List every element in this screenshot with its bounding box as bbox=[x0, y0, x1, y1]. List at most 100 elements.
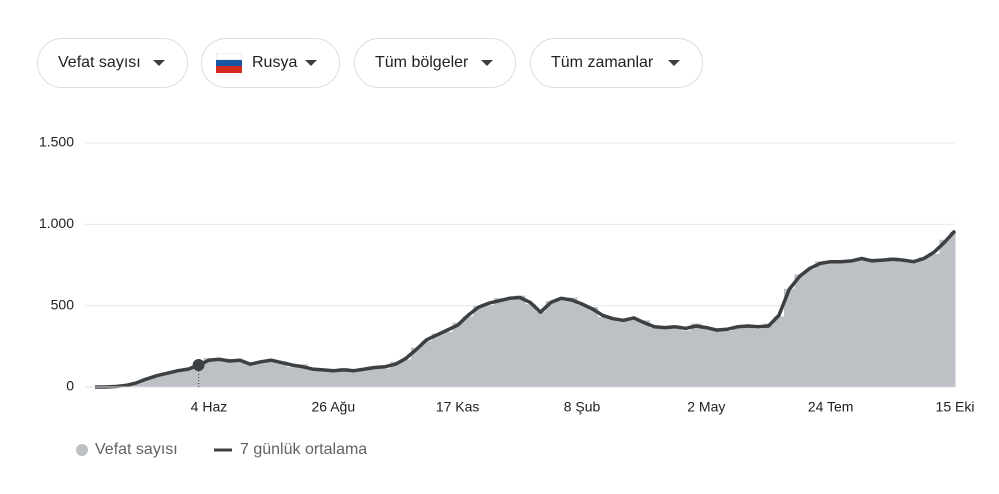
y-tick-label: 500 bbox=[51, 296, 75, 312]
bar bbox=[141, 378, 153, 387]
bar bbox=[421, 340, 433, 387]
bar bbox=[628, 319, 640, 387]
bar bbox=[442, 332, 453, 387]
bar bbox=[255, 362, 267, 387]
x-tick-label: 26 Ağu bbox=[312, 399, 356, 415]
bar bbox=[224, 359, 236, 387]
bar bbox=[587, 306, 599, 387]
bar bbox=[701, 328, 713, 387]
bar bbox=[162, 372, 174, 387]
bar bbox=[462, 316, 474, 387]
bar bbox=[307, 370, 319, 387]
bar bbox=[618, 319, 630, 387]
legend-label: Vefat sayısı bbox=[95, 441, 178, 458]
bar bbox=[939, 239, 951, 387]
bar bbox=[328, 371, 339, 387]
bar bbox=[949, 231, 956, 387]
bar bbox=[887, 257, 899, 387]
region-filter[interactable]: Tüm bölgeler bbox=[354, 38, 516, 88]
bar bbox=[649, 327, 661, 387]
caret bbox=[305, 60, 317, 66]
bar bbox=[670, 325, 681, 387]
bar bbox=[411, 347, 422, 387]
bar bbox=[276, 361, 288, 387]
bar bbox=[866, 258, 878, 387]
bar bbox=[379, 368, 391, 387]
bar bbox=[763, 323, 775, 387]
bar bbox=[431, 333, 443, 387]
bar bbox=[659, 326, 671, 387]
bar bbox=[846, 259, 858, 387]
bar bbox=[680, 330, 692, 387]
bar bbox=[514, 295, 526, 387]
bar bbox=[348, 371, 360, 387]
hover-dot bbox=[192, 359, 205, 372]
bar bbox=[825, 263, 837, 387]
country-filter[interactable]: Rusya bbox=[201, 38, 340, 88]
bar bbox=[120, 385, 132, 387]
bar bbox=[504, 299, 516, 387]
bar bbox=[400, 359, 412, 387]
x-tick-label: 17 Kas bbox=[436, 399, 480, 415]
y-tick-label: 1.500 bbox=[39, 134, 74, 150]
bar bbox=[556, 300, 567, 387]
bar bbox=[711, 328, 723, 387]
time-filter[interactable]: Tüm zamanlar bbox=[530, 38, 703, 88]
bar bbox=[804, 269, 816, 387]
bar bbox=[815, 261, 826, 387]
bar bbox=[908, 261, 920, 387]
bar bbox=[732, 326, 744, 387]
bar bbox=[918, 257, 930, 387]
filter-label: Tüm bölgeler bbox=[375, 54, 469, 71]
bar bbox=[338, 367, 350, 387]
bar bbox=[193, 366, 205, 387]
x-tick-label: 2 May bbox=[687, 399, 725, 415]
bar bbox=[835, 261, 847, 387]
bar bbox=[877, 261, 889, 387]
bar bbox=[607, 318, 619, 387]
bar bbox=[483, 305, 495, 387]
metric-filter[interactable]: Vefat sayısı bbox=[37, 38, 188, 88]
bar bbox=[784, 288, 795, 387]
bar bbox=[172, 371, 184, 387]
bar bbox=[297, 364, 308, 387]
caret bbox=[153, 60, 165, 66]
bar bbox=[856, 260, 868, 387]
bar bbox=[390, 361, 402, 387]
bar bbox=[566, 297, 578, 387]
bar bbox=[234, 361, 246, 387]
bar bbox=[214, 360, 226, 387]
bar bbox=[525, 304, 536, 387]
bar bbox=[794, 274, 806, 387]
bar bbox=[929, 253, 940, 387]
filter-label: Rusya bbox=[252, 54, 298, 71]
x-tick-label: 24 Tem bbox=[808, 399, 854, 415]
bar bbox=[359, 368, 371, 387]
bar bbox=[473, 305, 485, 387]
x-tick-label: 4 Haz bbox=[191, 399, 228, 415]
bar bbox=[245, 362, 257, 387]
bar bbox=[369, 366, 381, 387]
bar bbox=[265, 359, 277, 387]
bar bbox=[535, 311, 547, 387]
bar bbox=[183, 367, 194, 387]
filter-label: Vefat sayısı bbox=[58, 54, 141, 71]
average-line bbox=[95, 229, 957, 389]
bar bbox=[452, 322, 464, 387]
x-tick-label: 8 Şub bbox=[564, 399, 601, 415]
y-tick-label: 1.000 bbox=[39, 215, 74, 231]
bar bbox=[773, 316, 785, 387]
bar bbox=[203, 358, 215, 387]
y-tick-label: 0 bbox=[66, 378, 74, 394]
bar bbox=[638, 320, 650, 387]
bar bbox=[721, 330, 733, 387]
bar bbox=[110, 386, 122, 387]
bar bbox=[545, 301, 557, 387]
bar bbox=[576, 305, 588, 387]
bar bbox=[898, 261, 909, 387]
caret bbox=[481, 60, 493, 66]
bar bbox=[690, 323, 702, 387]
legend-marker bbox=[76, 444, 88, 456]
legend-label: 7 günlük ortalama bbox=[240, 441, 367, 458]
